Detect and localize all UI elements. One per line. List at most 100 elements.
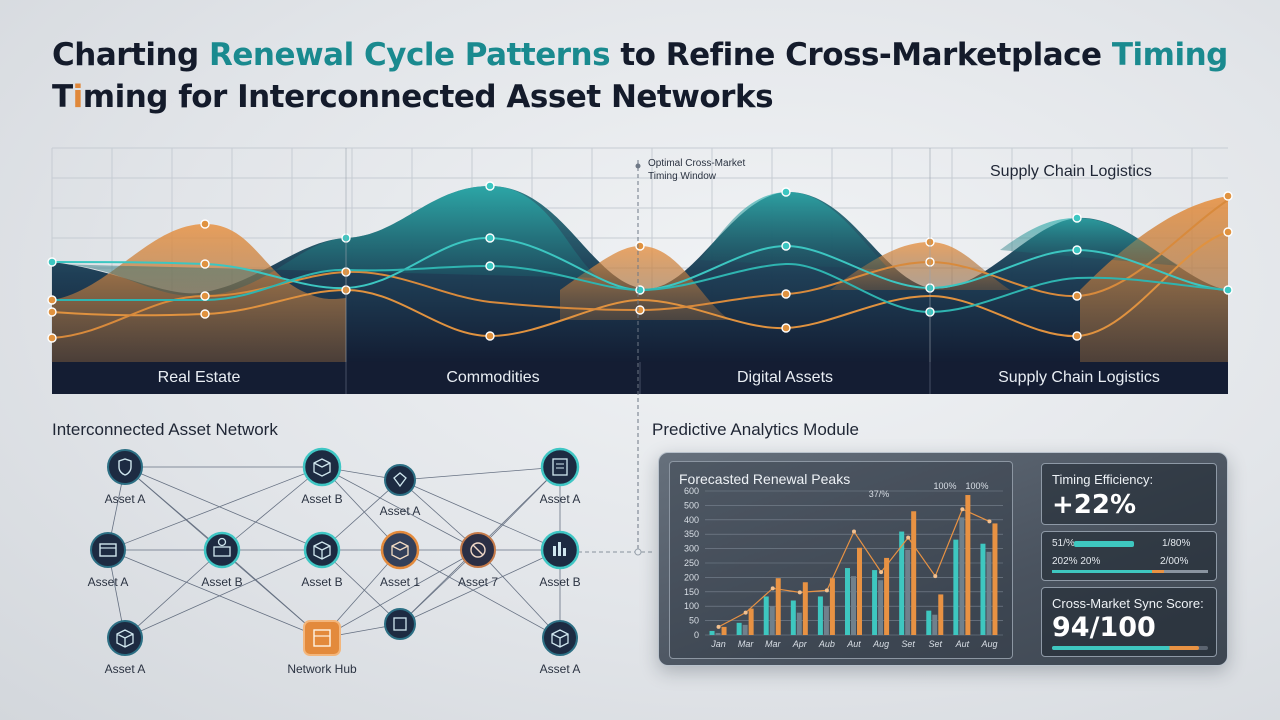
bar [715, 632, 721, 635]
data-point[interactable] [47, 295, 57, 305]
progress-fill [1052, 570, 1152, 573]
y-tick-label: 150 [684, 587, 699, 597]
data-point[interactable] [485, 261, 495, 271]
no-icon [470, 542, 486, 558]
hub-icon [313, 629, 331, 647]
orange-wave-area [560, 246, 730, 320]
x-tick-label: Aug [872, 639, 889, 649]
bar [790, 600, 796, 635]
y-tick-label: 0 [694, 630, 699, 640]
timing-window-callout: Optimal Cross-Market Timing Window [648, 157, 745, 183]
network-node[interactable] [380, 530, 420, 570]
network-node[interactable] [384, 608, 416, 640]
x-tick-label: Set [901, 639, 915, 649]
data-point[interactable] [47, 307, 57, 317]
timing-efficiency-card: Timing Efficiency: +22% [1041, 463, 1217, 525]
data-point[interactable] [47, 333, 57, 343]
bar [953, 539, 959, 635]
y-tick-label: 300 [684, 544, 699, 554]
bar [796, 612, 802, 635]
progress-bar [1074, 541, 1134, 547]
data-point[interactable] [200, 219, 210, 229]
x-tick-label: Aut [955, 639, 970, 649]
data-point[interactable] [200, 291, 210, 301]
title-text: ming for Interconnected Asset Networks [82, 79, 774, 115]
title-accent: i [72, 79, 84, 115]
timing-efficiency-value: +22% [1052, 490, 1137, 520]
y-tick-label: 600 [684, 486, 699, 496]
node-label: Asset A [87, 575, 129, 589]
data-point[interactable] [485, 331, 495, 341]
network-node[interactable] [384, 464, 416, 496]
bar [899, 531, 905, 635]
bar [763, 596, 769, 635]
data-point[interactable] [1072, 245, 1082, 255]
x-tick-label: Apr [792, 639, 808, 649]
progress-accent [1152, 570, 1164, 573]
sync-score-fill [1052, 646, 1199, 650]
data-point[interactable] [1072, 331, 1082, 341]
network-node[interactable] [540, 447, 580, 487]
network-node[interactable] [460, 532, 496, 568]
segment-label-commodities[interactable]: Commodities [446, 369, 540, 386]
network-node[interactable] [90, 532, 126, 568]
network-node[interactable] [303, 620, 341, 656]
data-point[interactable] [485, 181, 495, 191]
network-node[interactable] [542, 620, 578, 656]
data-point[interactable] [200, 309, 210, 319]
data-point[interactable] [1223, 227, 1233, 237]
peak-label: 100% [965, 481, 988, 491]
x-tick-label: Mar [765, 639, 782, 649]
network-node[interactable] [203, 531, 241, 569]
network-node[interactable] [107, 449, 143, 485]
box-icon [99, 543, 117, 557]
x-tick-label: Aut [846, 639, 861, 649]
network-node[interactable] [540, 530, 580, 570]
bar [823, 606, 829, 635]
data-point[interactable] [47, 257, 57, 267]
data-point[interactable] [781, 323, 791, 333]
title-text: Charting [52, 37, 210, 73]
segment-label-real-estate[interactable]: Real Estate [157, 369, 241, 386]
data-point[interactable] [1072, 213, 1082, 223]
network-node[interactable] [302, 447, 342, 487]
x-tick-label: Aub [818, 639, 835, 649]
bar [736, 622, 742, 635]
peak-label: 37/% [869, 489, 890, 499]
sync-score-title: Cross-Market Sync Score: [1052, 596, 1204, 611]
bar [959, 517, 965, 635]
progress-label: 202% 20% [1052, 556, 1101, 567]
progress-label: 51/% [1052, 538, 1075, 549]
segment-label-supply-chain[interactable]: Supply Chain Logistics [998, 369, 1160, 386]
bar [851, 576, 856, 635]
data-point[interactable] [1223, 285, 1233, 295]
network-node[interactable] [107, 620, 143, 656]
data-point[interactable] [1072, 291, 1082, 301]
bar [829, 578, 835, 635]
document-icon [552, 458, 568, 476]
x-tick-label: Mar [738, 639, 755, 649]
progress-label: 1/80% [1162, 538, 1191, 549]
x-tick-label: Aug [980, 639, 997, 649]
data-point[interactable] [485, 233, 495, 243]
orange-trend-line [51, 231, 1229, 338]
x-tick-label: Set [929, 639, 943, 649]
node-label: Asset A [379, 504, 421, 518]
y-tick-label: 500 [684, 500, 699, 510]
bar [986, 551, 992, 635]
data-point[interactable] [1223, 191, 1233, 201]
bar [872, 570, 878, 635]
data-point[interactable] [200, 259, 210, 269]
data-point[interactable] [781, 241, 791, 251]
network-node[interactable] [303, 531, 341, 569]
node-label: Asset B [539, 575, 581, 589]
node-label: Asset A [104, 662, 146, 676]
bar [911, 511, 917, 635]
data-point[interactable] [781, 289, 791, 299]
segment-label-digital-assets[interactable]: Digital Assets [736, 369, 834, 386]
network-heading: Interconnected Asset Network [52, 420, 278, 439]
title-text: to Refine Cross-Marketplace [610, 37, 1112, 73]
timing-window-marker [635, 163, 641, 169]
node-label: Asset B [201, 575, 243, 589]
data-point[interactable] [781, 187, 791, 197]
